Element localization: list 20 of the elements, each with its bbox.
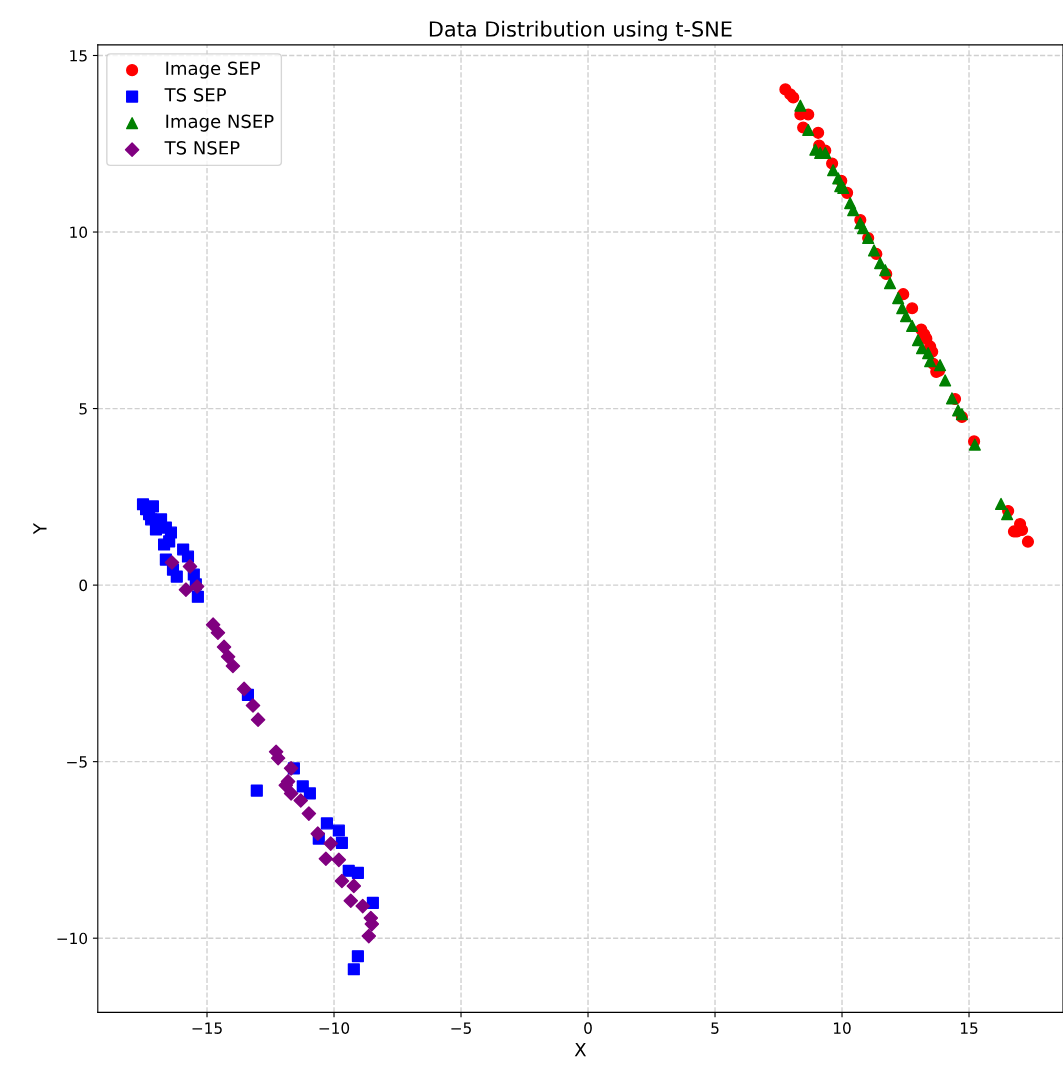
x-tick-label: 0 bbox=[584, 1022, 592, 1034]
y-tick-label: 0 bbox=[79, 579, 88, 592]
x-tick-label: −10 bbox=[319, 1022, 350, 1034]
x-axis-title: X bbox=[574, 1042, 587, 1057]
x-tick-label: 15 bbox=[960, 1022, 978, 1034]
chart-title: Data Distribution using t-SNE bbox=[429, 20, 732, 41]
x-tick-label: −15 bbox=[192, 1022, 222, 1034]
y-tick-label: 10 bbox=[70, 226, 88, 239]
x-tick-label: −5 bbox=[451, 1022, 471, 1034]
y-tick-label: −5 bbox=[67, 756, 87, 768]
x-tick-label: 5 bbox=[711, 1022, 719, 1034]
y-tick-label: 5 bbox=[79, 403, 87, 415]
y-axis-title: Y bbox=[33, 523, 47, 535]
legend-label: Image NSEP bbox=[166, 114, 274, 132]
legend-label: TS NSEP bbox=[164, 140, 240, 155]
y-tick-label: −10 bbox=[57, 932, 88, 945]
x-tick-label: 10 bbox=[833, 1022, 851, 1034]
y-tick-label: 15 bbox=[70, 50, 87, 62]
legend-label: TS SEP bbox=[164, 87, 226, 102]
legend-label: Image SEP bbox=[166, 61, 261, 79]
